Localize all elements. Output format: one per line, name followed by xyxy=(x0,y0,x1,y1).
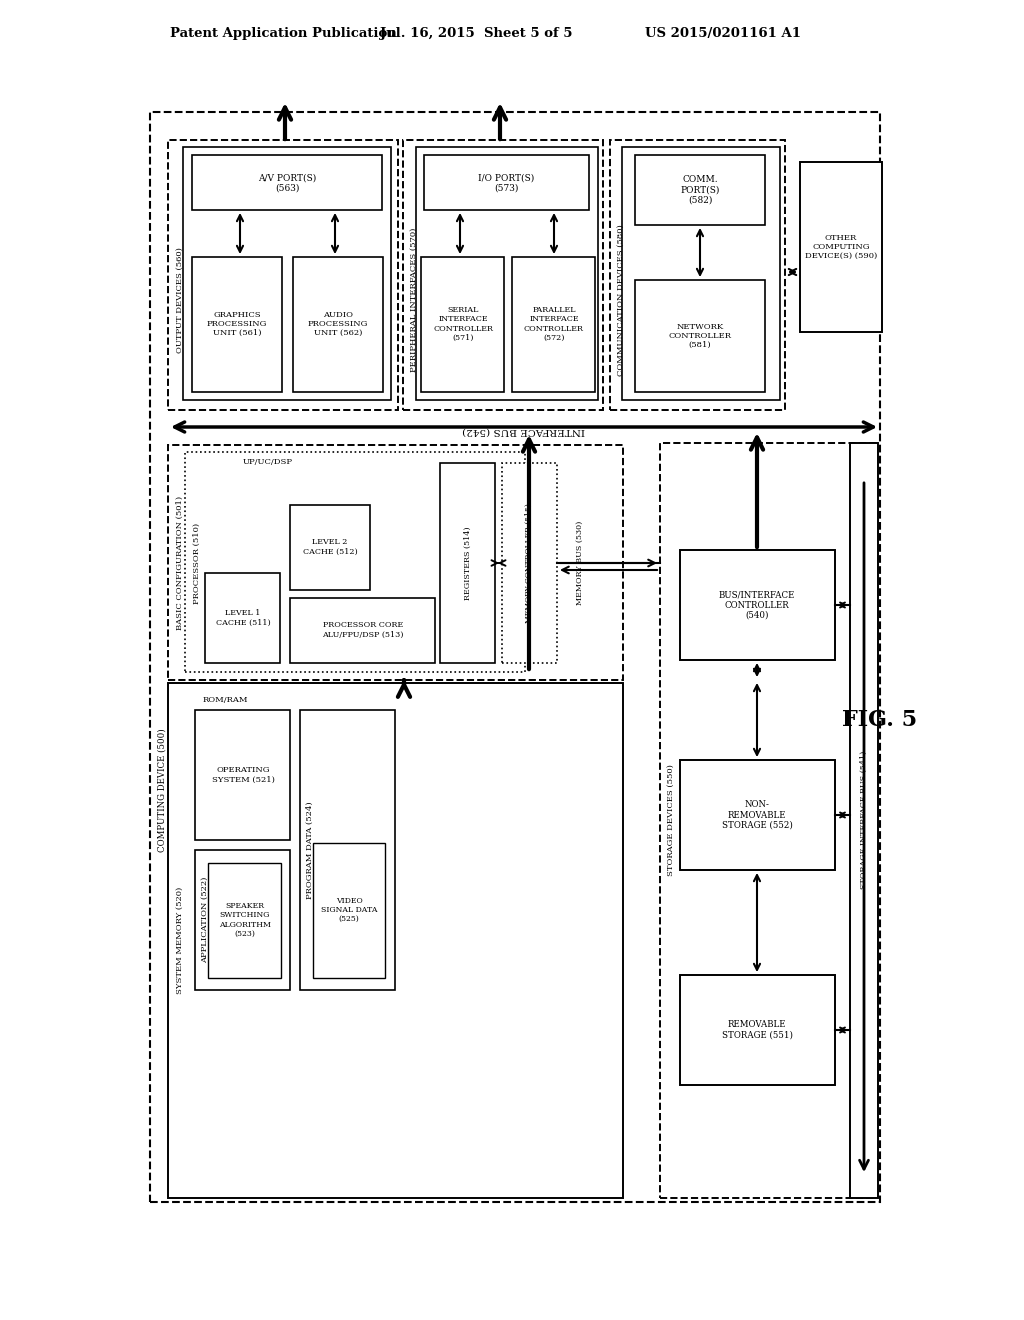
Text: PERIPHERAL INTERFACES (570): PERIPHERAL INTERFACES (570) xyxy=(410,228,418,372)
Text: GRAPHICS
PROCESSING
UNIT (561): GRAPHICS PROCESSING UNIT (561) xyxy=(207,310,267,337)
Bar xyxy=(208,863,281,978)
Text: PROGRAM DATA (524): PROGRAM DATA (524) xyxy=(306,801,314,899)
Text: STORAGE INTERFACE BUS (541): STORAGE INTERFACE BUS (541) xyxy=(860,751,868,890)
Text: OTHER
COMPUTING
DEVICE(S) (590): OTHER COMPUTING DEVICE(S) (590) xyxy=(805,234,878,260)
Text: Jul. 16, 2015  Sheet 5 of 5: Jul. 16, 2015 Sheet 5 of 5 xyxy=(380,26,572,40)
Bar xyxy=(622,147,780,400)
Text: SERIAL
INTERFACE
CONTROLLER
(571): SERIAL INTERFACE CONTROLLER (571) xyxy=(433,306,493,342)
Bar xyxy=(421,257,504,392)
Text: SPEAKER
SWITCHING
ALGORITHM
(523): SPEAKER SWITCHING ALGORITHM (523) xyxy=(219,902,271,937)
Text: Patent Application Publication: Patent Application Publication xyxy=(170,26,396,40)
Bar xyxy=(635,154,765,224)
Text: AUDIO
PROCESSING
UNIT (562): AUDIO PROCESSING UNIT (562) xyxy=(308,310,369,337)
Bar xyxy=(440,463,495,663)
Text: ROM/RAM: ROM/RAM xyxy=(203,696,248,704)
Text: NON-
REMOVABLE
STORAGE (552): NON- REMOVABLE STORAGE (552) xyxy=(722,800,793,830)
Text: NETWORK
CONTROLLER
(581): NETWORK CONTROLLER (581) xyxy=(669,323,731,350)
Text: PROCESSOR CORE
ALU/FPU/DSP (513): PROCESSOR CORE ALU/FPU/DSP (513) xyxy=(323,622,403,639)
Text: PROCESSOR (510): PROCESSOR (510) xyxy=(193,523,201,603)
Bar xyxy=(424,154,589,210)
Bar xyxy=(193,257,282,392)
Text: I/O PORT(S)
(573): I/O PORT(S) (573) xyxy=(478,173,535,193)
Bar xyxy=(168,445,623,680)
Bar xyxy=(850,444,878,1199)
Text: BASIC CONFIGURATION (501): BASIC CONFIGURATION (501) xyxy=(176,496,184,630)
Bar xyxy=(680,975,835,1085)
Bar xyxy=(193,154,382,210)
Text: REGISTERS (514): REGISTERS (514) xyxy=(464,527,472,599)
Text: OUTPUT DEVICES (560): OUTPUT DEVICES (560) xyxy=(176,247,184,352)
Bar xyxy=(502,463,557,663)
Bar xyxy=(290,598,435,663)
Text: LEVEL 1
CACHE (511): LEVEL 1 CACHE (511) xyxy=(216,610,270,627)
Bar xyxy=(293,257,383,392)
Bar xyxy=(195,710,290,840)
Text: US 2015/0201161 A1: US 2015/0201161 A1 xyxy=(645,26,801,40)
Text: PARALLEL
INTERFACE
CONTROLLER
(572): PARALLEL INTERFACE CONTROLLER (572) xyxy=(524,306,584,342)
Text: BUS/INTERFACE
CONTROLLER
(540): BUS/INTERFACE CONTROLLER (540) xyxy=(719,590,796,620)
Text: OPERATING
SYSTEM (521): OPERATING SYSTEM (521) xyxy=(212,767,274,784)
Text: COMPUTING DEVICE (500): COMPUTING DEVICE (500) xyxy=(158,729,167,851)
Bar xyxy=(313,843,385,978)
Text: STORAGE DEVICES (550): STORAGE DEVICES (550) xyxy=(667,764,675,876)
Text: MEMORY BUS (530): MEMORY BUS (530) xyxy=(575,521,584,605)
Bar xyxy=(512,257,595,392)
Bar xyxy=(300,710,395,990)
Text: VIDEO
SIGNAL DATA
(525): VIDEO SIGNAL DATA (525) xyxy=(321,896,377,923)
Text: A/V PORT(S)
(563): A/V PORT(S) (563) xyxy=(258,173,316,193)
Bar xyxy=(205,573,280,663)
Text: COMM.
PORT(S)
(582): COMM. PORT(S) (582) xyxy=(680,176,720,205)
Bar xyxy=(150,112,880,1203)
Bar xyxy=(660,444,874,1199)
Text: UP/UC/DSP: UP/UC/DSP xyxy=(243,458,293,466)
Text: REMOVABLE
STORAGE (551): REMOVABLE STORAGE (551) xyxy=(722,1020,793,1040)
Bar xyxy=(680,760,835,870)
Bar xyxy=(183,147,391,400)
Bar xyxy=(168,682,623,1199)
Bar xyxy=(185,451,525,672)
Text: LEVEL 2
CACHE (512): LEVEL 2 CACHE (512) xyxy=(303,539,357,556)
Bar xyxy=(800,162,882,333)
Bar xyxy=(195,850,290,990)
Text: MEMORY CONTROLLER (515): MEMORY CONTROLLER (515) xyxy=(525,503,534,623)
Bar xyxy=(416,147,598,400)
Bar xyxy=(610,140,785,411)
Text: FIG. 5: FIG. 5 xyxy=(843,709,918,731)
Bar xyxy=(403,140,603,411)
Bar xyxy=(168,140,398,411)
Text: APPLICATION (522): APPLICATION (522) xyxy=(201,876,209,964)
Text: SYSTEM MEMORY (520): SYSTEM MEMORY (520) xyxy=(176,886,184,994)
Bar xyxy=(635,280,765,392)
Bar xyxy=(680,550,835,660)
Text: COMMUNICATION DEVICES (580): COMMUNICATION DEVICES (580) xyxy=(617,224,625,376)
Text: INTERFACE BUS (542): INTERFACE BUS (542) xyxy=(463,426,586,436)
Bar xyxy=(290,506,370,590)
